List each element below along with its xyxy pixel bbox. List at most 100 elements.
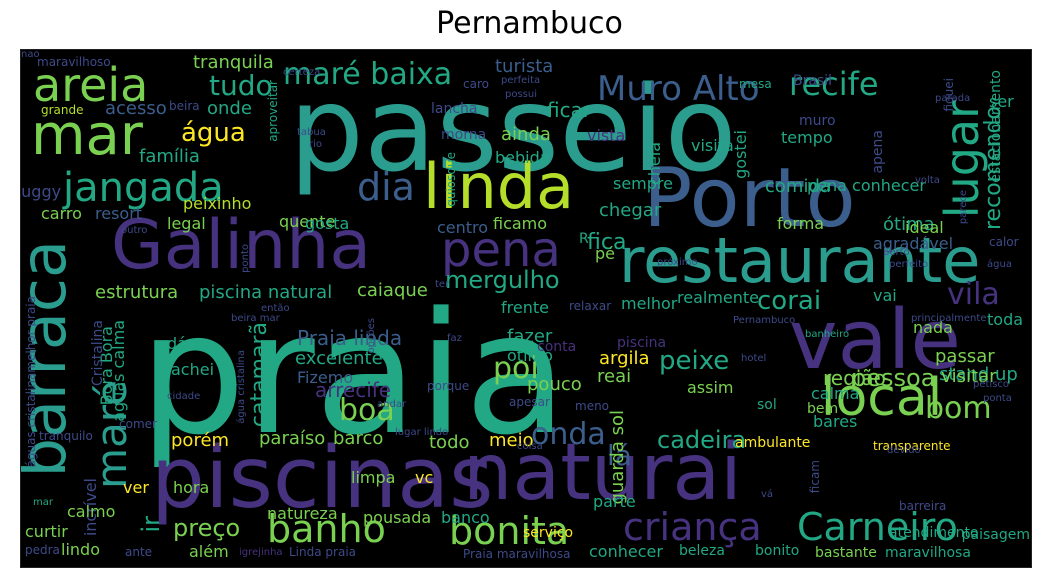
cloud-word: vale xyxy=(789,293,962,388)
cloud-word: sol xyxy=(757,397,777,413)
cloud-word: buggy xyxy=(21,182,62,201)
cloud-word: atendimento xyxy=(889,525,979,541)
cloud-word: perto xyxy=(883,247,910,258)
cloud-word: corai xyxy=(757,286,822,316)
cloud-word: excelente xyxy=(295,348,383,369)
cloud-word: ainda xyxy=(501,124,551,145)
cloud-word: natureza xyxy=(267,504,338,523)
cloud-word: parada xyxy=(935,93,971,104)
cloud-word: aproveitar xyxy=(266,80,280,142)
cloud-word: Brasil xyxy=(793,73,833,89)
cloud-word: ficam xyxy=(808,460,822,494)
cloud-word: maravilhosa xyxy=(885,545,971,561)
cloud-word: bebida xyxy=(495,148,550,167)
cloud-word: vai xyxy=(873,286,897,305)
cloud-word: bonita xyxy=(449,509,570,553)
cloud-word: pé xyxy=(595,244,615,263)
cloud-word: perfeita xyxy=(501,75,541,86)
cloud-word: perfeito xyxy=(889,259,929,270)
cloud-word: porém xyxy=(171,430,230,451)
cloud-word: hotel xyxy=(741,353,767,364)
cloud-word: meno xyxy=(575,399,610,413)
cloud-word: família xyxy=(139,146,200,167)
cloud-word: Carneiro xyxy=(797,505,958,549)
cloud-word: reai xyxy=(597,366,632,387)
cloud-word: além xyxy=(189,542,229,561)
cloud-word: ótima xyxy=(883,214,935,235)
cloud-word: areia xyxy=(33,58,149,112)
cloud-word: paisagem xyxy=(961,527,1030,543)
cloud-word: guarda sol xyxy=(607,410,628,505)
cloud-word: água xyxy=(987,259,1012,270)
cloud-word: dá xyxy=(167,334,187,353)
figure-title: Pernambuco xyxy=(436,6,623,41)
cloud-word: visita xyxy=(691,136,734,155)
cloud-word: R xyxy=(579,231,589,247)
cloud-word: limpa xyxy=(351,468,396,487)
cloud-word: pena xyxy=(441,222,561,278)
cloud-word: agradável xyxy=(873,234,954,253)
cloud-word: ambulante xyxy=(735,435,811,451)
cloud-word: Praia maravilhosa xyxy=(463,547,571,561)
cloud-word: mar xyxy=(31,103,143,168)
cloud-word: calor xyxy=(989,235,1019,249)
cloud-word: arrecife xyxy=(315,378,392,402)
cloud-word: tranquila xyxy=(193,52,274,73)
cloud-word: quente xyxy=(279,212,336,231)
cloud-word: assim xyxy=(687,378,734,397)
cloud-word: possui xyxy=(505,89,538,100)
cloud-word: devido xyxy=(887,445,921,456)
cloud-word: gosta xyxy=(305,214,350,233)
cloud-word: vá xyxy=(761,489,774,500)
cloud-word: jangada xyxy=(63,165,224,211)
cloud-word: lancha xyxy=(431,101,478,117)
cloud-word: tabua xyxy=(297,127,326,138)
cloud-word: petisco xyxy=(973,379,1010,390)
cloud-word: morna xyxy=(441,127,487,143)
cloud-word: ideal xyxy=(905,218,944,237)
cloud-word: Muro Alto xyxy=(597,69,760,109)
cloud-word: outro xyxy=(121,225,148,236)
cloud-word: transparente xyxy=(873,439,951,453)
cloud-word: piscina xyxy=(617,335,667,351)
cloud-word: linda xyxy=(423,150,575,223)
cloud-word: nada xyxy=(913,318,953,337)
cloud-word: naturai xyxy=(463,428,742,518)
cloud-word: principalmente xyxy=(911,313,987,324)
cloud-word: opções xyxy=(366,318,377,354)
cloud-word: comer xyxy=(119,417,157,431)
cloud-word: peixinho xyxy=(183,194,252,213)
cloud-word: ponto xyxy=(240,244,251,273)
cloud-word: volta xyxy=(915,175,940,186)
cloud-word: boa xyxy=(339,393,395,428)
cloud-word: vc xyxy=(415,468,434,487)
cloud-word: ponta xyxy=(983,393,1012,404)
cloud-word: ficamo xyxy=(493,214,548,233)
cloud-word: apesar xyxy=(509,395,550,409)
cloud-word: bonito xyxy=(755,543,800,559)
cloud-word: bastante xyxy=(815,545,877,561)
cloud-word: praia xyxy=(139,276,568,472)
cloud-word: Pernambuco xyxy=(733,315,796,326)
cloud-word: Porto xyxy=(643,151,856,246)
cloud-word: então xyxy=(261,303,290,314)
cloud-word: porque xyxy=(427,379,470,393)
cloud-word: dia xyxy=(357,165,415,209)
cloud-word: bem xyxy=(807,401,839,417)
cloud-word: relaxar xyxy=(569,299,612,313)
cloud-word: região xyxy=(823,366,886,390)
cloud-word: criança xyxy=(623,505,762,549)
cloud-word: estacionamento xyxy=(988,70,1004,183)
cloud-word: próximo xyxy=(657,257,698,268)
cloud-word: vila xyxy=(947,277,1000,312)
cloud-word: acesso xyxy=(105,98,167,119)
cloud-word: faz xyxy=(447,333,462,344)
cloud-word: calmo xyxy=(67,502,116,521)
cloud-word: visitar xyxy=(941,366,997,387)
cloud-word: local xyxy=(821,368,943,428)
cloud-word: lá xyxy=(607,439,632,472)
cloud-word: todo xyxy=(429,432,470,453)
cloud-word: nao xyxy=(21,49,40,60)
cloud-word: restaurante xyxy=(619,224,981,297)
cloud-word: meio xyxy=(489,430,534,451)
